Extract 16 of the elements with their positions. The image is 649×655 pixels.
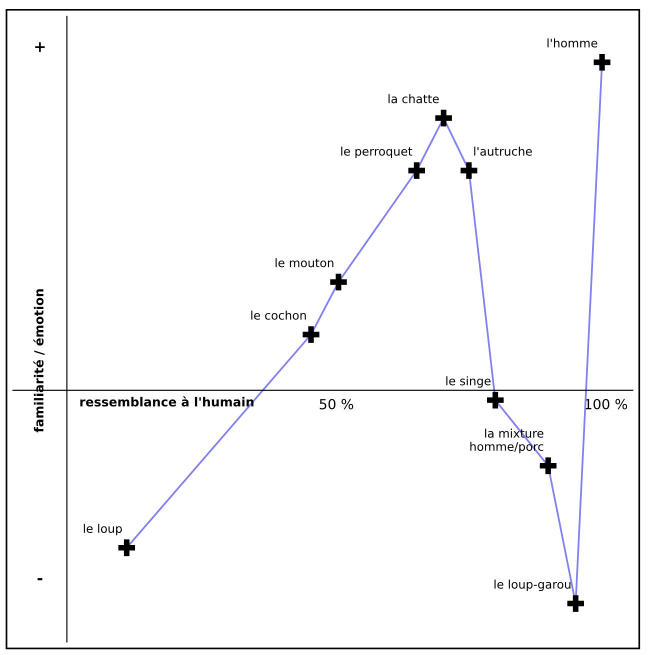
- x-tick-label: 50 %: [320, 398, 354, 410]
- annotation: l'homme: [548, 38, 598, 48]
- annotation: le loup-garou: [494, 580, 570, 592]
- annotation: la chatte: [388, 94, 439, 104]
- annotation: le mouton: [276, 258, 334, 268]
- annotation: la mixture homme/porc: [470, 428, 544, 454]
- annotation: le loup: [84, 524, 122, 536]
- annotation: -: [38, 578, 42, 580]
- text: +: [35, 42, 45, 52]
- annotation: le singe: [446, 376, 491, 388]
- x-tick-label: 100 %: [585, 398, 628, 410]
- annotation: l'autruche: [474, 146, 532, 156]
- annotation: le perroquet: [341, 146, 412, 158]
- annotation: le cochon: [251, 310, 306, 320]
- y-axis-title: familiarité / émotion: [33, 289, 45, 432]
- x-axis-title: ressemblance à l'humain: [80, 396, 254, 407]
